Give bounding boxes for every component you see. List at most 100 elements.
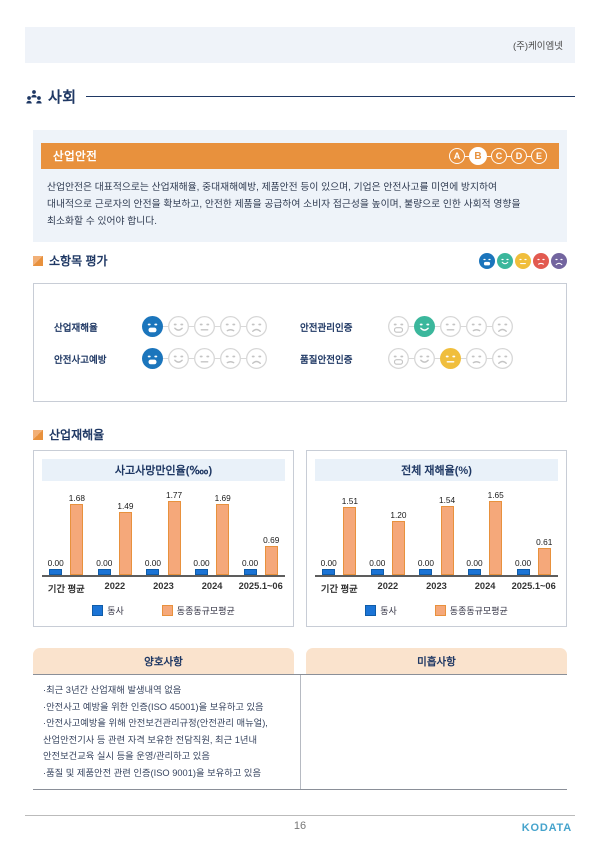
bar-동종동규모평균	[264, 546, 278, 575]
bar-동사	[49, 569, 63, 575]
legend-label: 동종동규모평균	[449, 606, 508, 616]
face-icon	[388, 316, 409, 337]
chart-category-group: 0.00 0.69 2025.1~06	[236, 485, 285, 595]
legend-label: 동사	[107, 606, 124, 616]
face-icon	[246, 316, 267, 337]
rating-faces	[388, 316, 513, 337]
rating-faces	[142, 348, 267, 369]
section-heading-row: 사회	[25, 86, 575, 107]
good-point-line: ·품질 및 제품안전 관련 인증(ISO 9001)을 보유하고 있음	[43, 767, 262, 778]
face-icon-selected	[142, 348, 163, 369]
chart-category-group: 0.00 0.61 2025.1~06	[509, 485, 558, 595]
chart-title: 전체 재해율(%)	[315, 459, 558, 481]
page-header-band: (주)케이엠넷	[25, 27, 575, 63]
bar-column: 0.00	[96, 558, 112, 575]
bar-동사	[516, 569, 530, 575]
legend-item: 동종동규모평균	[161, 604, 235, 617]
x-axis-label: 2025.1~06	[511, 581, 556, 591]
bar-동사	[97, 569, 111, 575]
assessment-table: 양호사항 미흡사항 ·최근 3년간 산업재해 발생내역 없음 ·안전사고 예방을 …	[33, 648, 567, 790]
evaluation-item: 안전사고예방	[54, 346, 300, 372]
bar-column: 0.00	[515, 558, 531, 575]
company-name: (주)케이엠넷	[512, 41, 563, 52]
footer-rule	[25, 815, 575, 816]
legend-swatch	[365, 605, 377, 616]
face-icon	[466, 348, 487, 369]
bar-동사	[370, 569, 384, 575]
face-icon	[414, 348, 435, 369]
bar-동종동규모평균	[440, 506, 454, 575]
face-icon	[466, 316, 487, 337]
face-link	[241, 358, 246, 359]
good-point-line: ·최근 3년간 산업재해 발생내역 없음	[43, 685, 182, 695]
bar-group: 0.00 0.69	[236, 485, 285, 577]
page-title: 사회	[48, 89, 77, 106]
bar-value-label: 0.00	[515, 558, 532, 568]
scale-face-icon-4	[551, 252, 567, 269]
chart-category-group: 0.00 1.20 2022	[363, 485, 413, 595]
rating-faces	[142, 316, 267, 337]
rating-faces	[388, 348, 513, 369]
evaluation-item-label: 안전관리인증	[300, 322, 353, 334]
face-link	[461, 358, 466, 359]
bar-group: 0.00 1.77	[139, 485, 188, 577]
evaluation-item: 산업재해율	[54, 314, 300, 340]
good-point-line: ·안전사고 예방을 위한 인증(ISO 45001)을 보유하고 있음	[43, 701, 264, 712]
legend-swatch	[161, 605, 173, 616]
charts-heading: 산업재해율	[49, 428, 105, 442]
grade-A: A	[449, 148, 465, 164]
scale-face-icon-2	[515, 252, 531, 269]
topic-title: 산업안전	[53, 151, 98, 163]
face-icon	[492, 348, 513, 369]
grade-D: D	[511, 148, 527, 164]
bar-동종동규모평균	[216, 504, 230, 575]
description-line: 산업안전은 대표적으로는 산업재해율, 중대재해예방, 제품안전 등이 있으며,…	[47, 182, 497, 193]
bar-동사	[419, 569, 433, 575]
bar-group: 0.00 1.69	[187, 485, 237, 577]
face-link	[435, 326, 440, 327]
x-axis-label: 2024	[201, 581, 223, 591]
legend-item: 동사	[365, 604, 397, 617]
face-icon	[194, 316, 215, 337]
bar-동종동규모평균	[343, 507, 357, 575]
bar-column: 0.00	[369, 558, 385, 575]
bar-group: 0.00 1.68	[42, 485, 91, 577]
bar-동사	[195, 569, 208, 575]
evaluation-item-label: 안전사고예방	[54, 354, 107, 366]
chart-category-group: 0.00 1.49 2022	[90, 485, 140, 595]
chart-category-group: 0.00 1.68 기간 평균	[42, 485, 91, 595]
bar-group: 0.00 1.51	[315, 485, 364, 577]
chart-category-group: 0.00 1.77 2023	[139, 485, 188, 595]
bar-value-label: 1.77	[165, 490, 183, 500]
good-points-header: 양호사항	[33, 648, 294, 674]
face-icon	[220, 316, 241, 337]
grade-link	[465, 155, 469, 157]
face-link	[189, 326, 194, 327]
heading-rule	[85, 95, 575, 98]
weak-points-cell	[301, 675, 568, 789]
evaluation-item: 품질안전인증	[300, 346, 546, 372]
good-point-line: 안전보건교육 실시 등을 운영/관리하고 있음	[43, 751, 210, 762]
bar-value-label: 0.00	[47, 558, 64, 568]
orange-square-bullet-icon	[33, 429, 43, 440]
bar-value-label: 0.00	[193, 558, 210, 568]
bar-동사	[322, 569, 336, 575]
bar-column: 1.77	[166, 490, 182, 575]
grade-B-active: B	[469, 147, 487, 165]
face-link	[241, 326, 246, 327]
evaluation-item: 안전관리인증	[300, 314, 546, 340]
grade-E: E	[531, 148, 547, 164]
assessment-table-header: 양호사항 미흡사항	[33, 648, 567, 674]
bar-동사	[146, 569, 160, 575]
x-axis-label: 2024	[474, 581, 496, 591]
legend-label: 동종동규모평균	[176, 606, 235, 616]
bar-column: 0.00	[193, 558, 210, 575]
bar-column: 1.51	[342, 496, 358, 575]
legend-swatch	[434, 605, 446, 616]
orange-square-bullet-icon	[33, 255, 43, 266]
evaluation-item-label: 산업재해율	[54, 322, 98, 334]
charts-section-header: 산업재해율	[33, 426, 567, 443]
bar-column: 0.00	[48, 558, 64, 575]
